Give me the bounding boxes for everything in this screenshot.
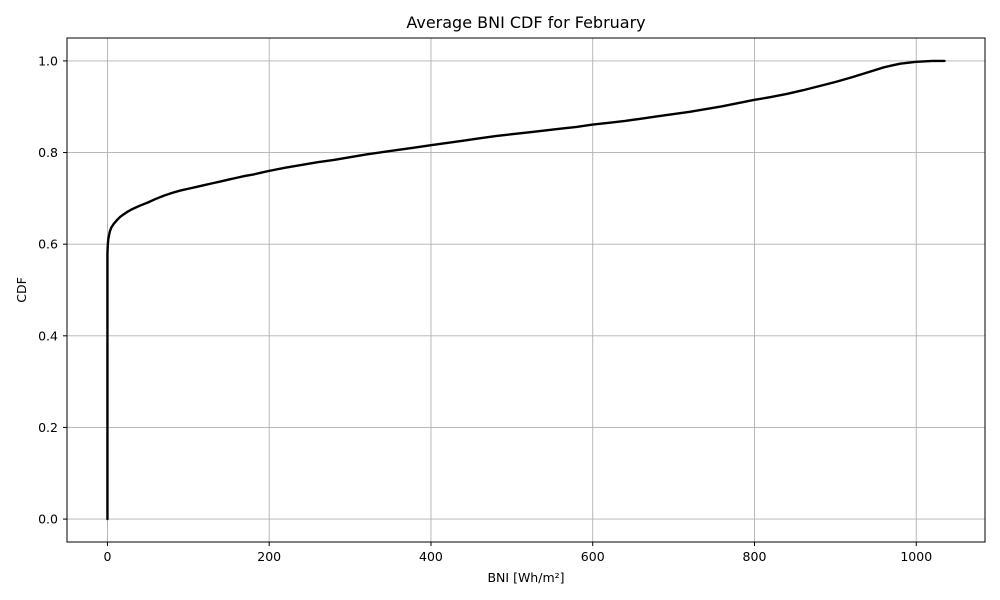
x-tick-label: 0 [103, 549, 111, 564]
x-tick-label: 400 [419, 549, 443, 564]
tick-layer: 0 200 400 600 800 1000 0.0 0.2 0.4 0.6 0.8 1.0 [38, 53, 932, 564]
y-axis-label: CDF [14, 277, 29, 303]
y-tick-label: 0.0 [38, 512, 58, 527]
y-tick-label: 0.8 [38, 145, 58, 160]
y-tick-label: 1.0 [38, 53, 58, 68]
y-tick-label: 0.2 [38, 420, 58, 435]
y-tick-label: 0.6 [38, 237, 58, 252]
grid-layer [67, 38, 985, 542]
data-layer [106, 59, 946, 521]
cdf-series-line [106, 59, 946, 521]
chart-title: Average BNI CDF for February [406, 13, 645, 32]
y-tick-label: 0.4 [38, 328, 58, 343]
x-axis-label: BNI [Wh/m²] [487, 570, 564, 585]
x-tick-label: 1000 [900, 549, 932, 564]
x-tick-label: 600 [581, 549, 605, 564]
axes-frame [66, 37, 986, 543]
x-tick-label: 200 [257, 549, 281, 564]
x-tick-label: 800 [743, 549, 767, 564]
